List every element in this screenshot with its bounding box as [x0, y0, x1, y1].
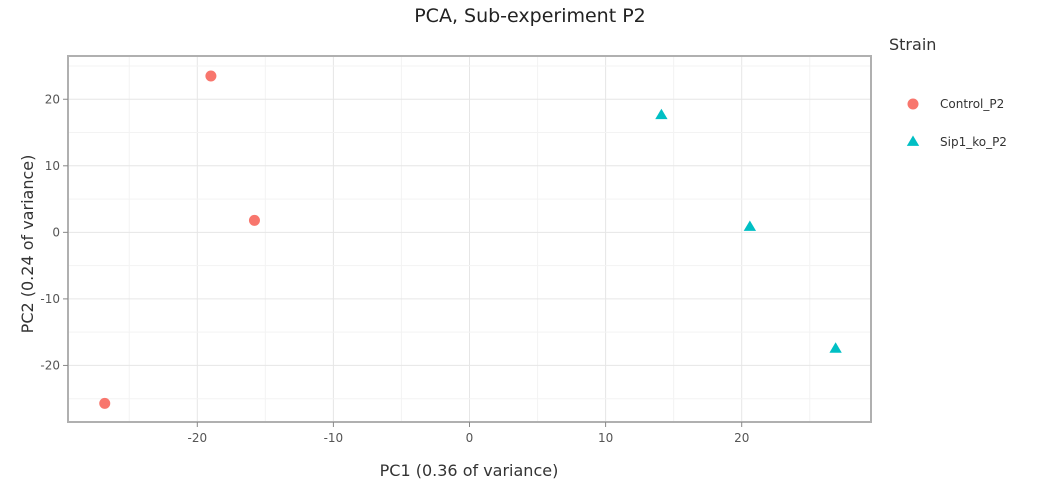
- y-tick-label: 0: [52, 225, 60, 239]
- y-axis-ticks: -20 -10 0 10 20: [40, 92, 68, 372]
- legend-key-triangle: [906, 135, 920, 146]
- data-points: [99, 70, 842, 409]
- x-tick-label: -10: [324, 431, 344, 445]
- x-tick-label: 0: [466, 431, 474, 445]
- chart-title: PCA, Sub-experiment P2: [414, 5, 646, 27]
- x-axis-title: PC1 (0.36 of variance): [380, 461, 559, 480]
- triangle-point: [829, 342, 842, 353]
- circle-point: [205, 70, 217, 82]
- x-tick-label: -20: [187, 431, 207, 445]
- y-axis-title: PC2 (0.24 of variance): [18, 155, 37, 334]
- legend-title: Strain: [889, 35, 936, 54]
- plot-area: [67, 55, 872, 423]
- legend-label: Sip1_ko_P2: [940, 135, 1007, 149]
- triangle-point: [655, 108, 668, 120]
- y-tick-label: -20: [40, 358, 60, 372]
- circle-point: [99, 397, 111, 409]
- y-tick-label: 20: [45, 92, 60, 106]
- y-tick-label: 10: [45, 159, 60, 173]
- x-tick-label: 20: [734, 431, 749, 445]
- x-axis-ticks: -20 -10 0 10 20: [187, 422, 749, 445]
- legend: Strain Control_P2 Sip1_ko_P2: [889, 35, 1007, 149]
- y-gridlines: [68, 65, 871, 400]
- x-gridlines: [128, 56, 811, 422]
- legend-label: Control_P2: [940, 97, 1004, 111]
- x-tick-label: 10: [598, 431, 613, 445]
- legend-key-circle: [907, 98, 919, 110]
- circle-point: [248, 214, 260, 226]
- triangle-point: [743, 220, 757, 231]
- y-tick-label: -10: [40, 292, 60, 306]
- legend-items: Control_P2 Sip1_ko_P2: [906, 97, 1007, 149]
